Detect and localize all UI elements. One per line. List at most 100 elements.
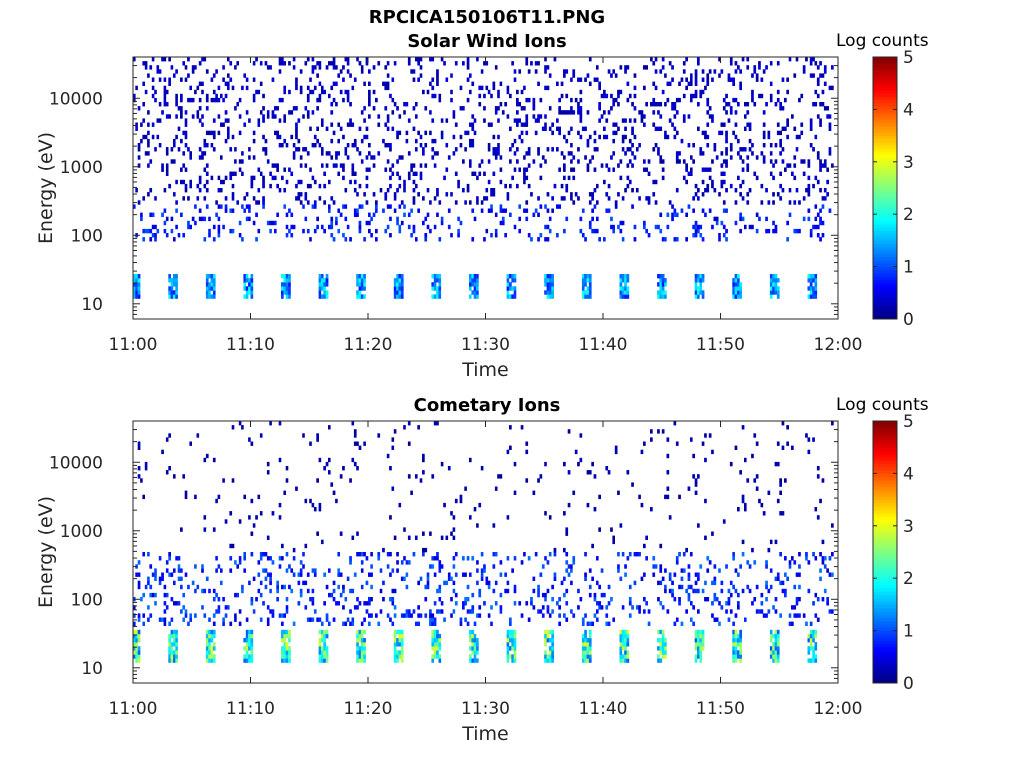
spectrogram-cell bbox=[436, 278, 439, 283]
spectrogram-cell bbox=[769, 97, 773, 103]
spectrogram-cell bbox=[664, 584, 667, 590]
spectrogram-cell bbox=[208, 658, 211, 663]
spectrogram-cell bbox=[436, 77, 439, 82]
spectrogram-cell bbox=[776, 192, 780, 197]
spectrogram-cell bbox=[720, 151, 724, 156]
spectrogram-cell bbox=[198, 97, 202, 103]
spectrogram-cell bbox=[424, 597, 428, 602]
spectrogram-cell bbox=[713, 564, 717, 569]
spectrogram-cell bbox=[431, 294, 435, 299]
spectrogram-cell bbox=[170, 286, 174, 291]
spectrogram-cell bbox=[248, 286, 251, 291]
spectrogram-cell bbox=[165, 605, 169, 610]
spectrogram-cell bbox=[292, 572, 296, 577]
spectrogram-cell bbox=[645, 556, 648, 561]
spectrogram-cell bbox=[250, 650, 254, 655]
spectrogram-cell bbox=[704, 85, 707, 91]
spectrogram-cell bbox=[598, 527, 601, 532]
spectrogram-cell bbox=[798, 564, 801, 569]
spectrogram-cell bbox=[560, 196, 564, 201]
spectrogram-cell bbox=[807, 650, 811, 655]
spectrogram-cell bbox=[523, 106, 526, 111]
spectrogram-cell bbox=[358, 646, 362, 651]
spectrogram-cell bbox=[281, 286, 284, 291]
spectrogram-cell bbox=[779, 151, 782, 156]
spectrogram-cell bbox=[596, 617, 599, 622]
spectrogram-cell bbox=[168, 286, 171, 291]
spectrogram-cell bbox=[274, 114, 277, 119]
spectrogram-cell bbox=[746, 122, 750, 127]
spectrogram-cell bbox=[619, 650, 623, 655]
spectrogram-cell bbox=[436, 212, 439, 217]
spectrogram-cell bbox=[147, 138, 150, 144]
spectrogram-cell bbox=[715, 220, 719, 226]
spectrogram-cell bbox=[516, 122, 519, 127]
spectrogram-cell bbox=[466, 609, 470, 614]
spectrogram-cell bbox=[532, 588, 536, 594]
spectrogram-cell bbox=[697, 523, 700, 528]
spectrogram-cell bbox=[480, 552, 484, 557]
spectrogram-cell bbox=[281, 543, 284, 549]
spectrogram-cell bbox=[734, 278, 738, 283]
spectrogram-cell bbox=[612, 228, 615, 234]
spectrogram-cell bbox=[744, 617, 747, 622]
spectrogram-cell bbox=[802, 613, 806, 618]
spectrogram-cell bbox=[734, 110, 738, 115]
spectrogram-cell bbox=[158, 118, 162, 123]
spectrogram-cell bbox=[325, 151, 329, 156]
spectrogram-cell bbox=[205, 453, 209, 459]
spectrogram-cell bbox=[471, 171, 475, 176]
spectrogram-cell bbox=[544, 597, 547, 602]
spectrogram-cell bbox=[165, 151, 169, 156]
spectrogram-cell bbox=[393, 429, 397, 434]
spectrogram-cell bbox=[255, 237, 258, 242]
spectrogram-cell bbox=[438, 290, 442, 295]
spectrogram-cell bbox=[433, 163, 437, 168]
spectrogram-cell bbox=[342, 175, 345, 181]
spectrogram-cell bbox=[483, 237, 486, 242]
spectrogram-cell bbox=[511, 633, 514, 639]
spectrogram-cell bbox=[306, 85, 310, 91]
spectrogram-cell bbox=[250, 441, 254, 446]
spectrogram-cell bbox=[234, 159, 237, 164]
spectrogram-cell bbox=[784, 97, 787, 103]
colorbar-segment bbox=[873, 627, 897, 631]
spectrogram-cell bbox=[205, 179, 209, 185]
spectrogram-cell bbox=[259, 110, 263, 115]
spectrogram-cell bbox=[173, 159, 176, 164]
spectrogram-cell bbox=[454, 498, 458, 504]
spectrogram-cell bbox=[220, 580, 223, 586]
spectrogram-cell bbox=[135, 278, 138, 283]
spectrogram-cell bbox=[581, 274, 585, 279]
spectrogram-cell bbox=[194, 65, 197, 70]
spectrogram-cell bbox=[295, 106, 298, 111]
spectrogram-cell bbox=[173, 474, 176, 479]
spectrogram-cell bbox=[588, 621, 592, 626]
spectrogram-cell bbox=[295, 85, 298, 91]
spectrogram-cell bbox=[786, 118, 789, 123]
spectrogram-cell bbox=[786, 89, 789, 95]
spectrogram-cell bbox=[673, 572, 677, 577]
spectrogram-cell bbox=[701, 208, 705, 213]
spectrogram-cell bbox=[386, 188, 390, 193]
spectrogram-cell bbox=[544, 85, 547, 91]
spectrogram-cell bbox=[318, 654, 322, 659]
spectrogram-cell bbox=[516, 102, 519, 107]
spectrogram-cell bbox=[173, 601, 176, 606]
spectrogram-cell bbox=[175, 646, 178, 651]
spectrogram-cell bbox=[509, 126, 512, 131]
spectrogram-cell bbox=[772, 654, 775, 659]
spectrogram-cell bbox=[480, 159, 484, 164]
spectrogram-cell bbox=[257, 200, 261, 205]
spectrogram-cell bbox=[725, 110, 728, 115]
spectrogram-cell bbox=[762, 613, 766, 618]
spectrogram-cell bbox=[422, 147, 425, 152]
spectrogram-cell bbox=[201, 122, 204, 127]
spectrogram-cell bbox=[809, 629, 813, 635]
spectrogram-cell bbox=[800, 159, 804, 164]
spectrogram-cell bbox=[673, 237, 677, 242]
spectrogram-cell bbox=[217, 175, 221, 181]
spectrogram-cell bbox=[229, 208, 233, 213]
spectrogram-cell bbox=[807, 192, 811, 197]
spectrogram-cell bbox=[407, 613, 411, 618]
